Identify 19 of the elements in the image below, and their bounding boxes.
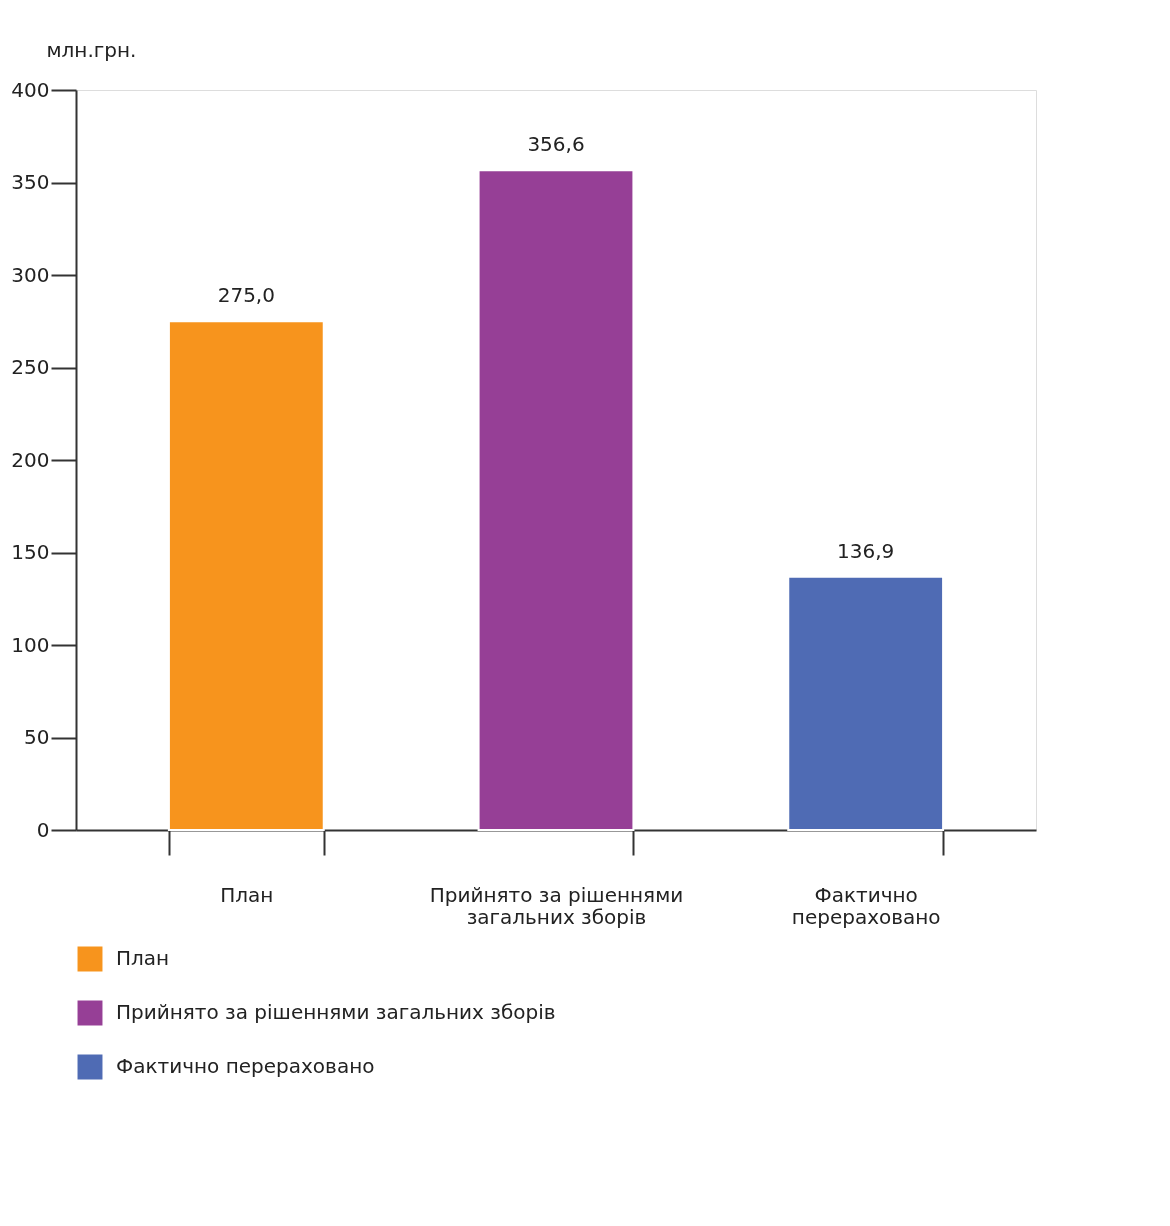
y-tick-label: 200 [11,447,50,472]
x-tick-label: Прийнято за рішеннями загальних зборів [429,882,684,929]
legend-label: План [116,946,170,970]
y-tick-label: 300 [11,262,50,287]
data-label: 356,6 [527,132,585,157]
y-tick-label: 350 [11,170,50,194]
x-tick-label: План [220,882,274,907]
y-tick-label: 0 [36,817,50,842]
y-tick-label: 100 [11,632,50,657]
data-label: 275,0 [217,283,275,308]
legend-label: Прийнято за рішеннями загальних зборів [116,1000,556,1024]
y-axis-title: млн.грн. [46,37,137,62]
y-tick-label: 250 [11,355,50,379]
y-tick-label: 400 [11,77,50,102]
y-tick-label: 50 [24,725,50,749]
legend-label: Фактично перераховано [116,1054,375,1078]
x-tick-label: Фактично перераховано [791,882,941,929]
data-label: 136,9 [837,538,895,563]
y-tick-label: 150 [11,540,50,564]
